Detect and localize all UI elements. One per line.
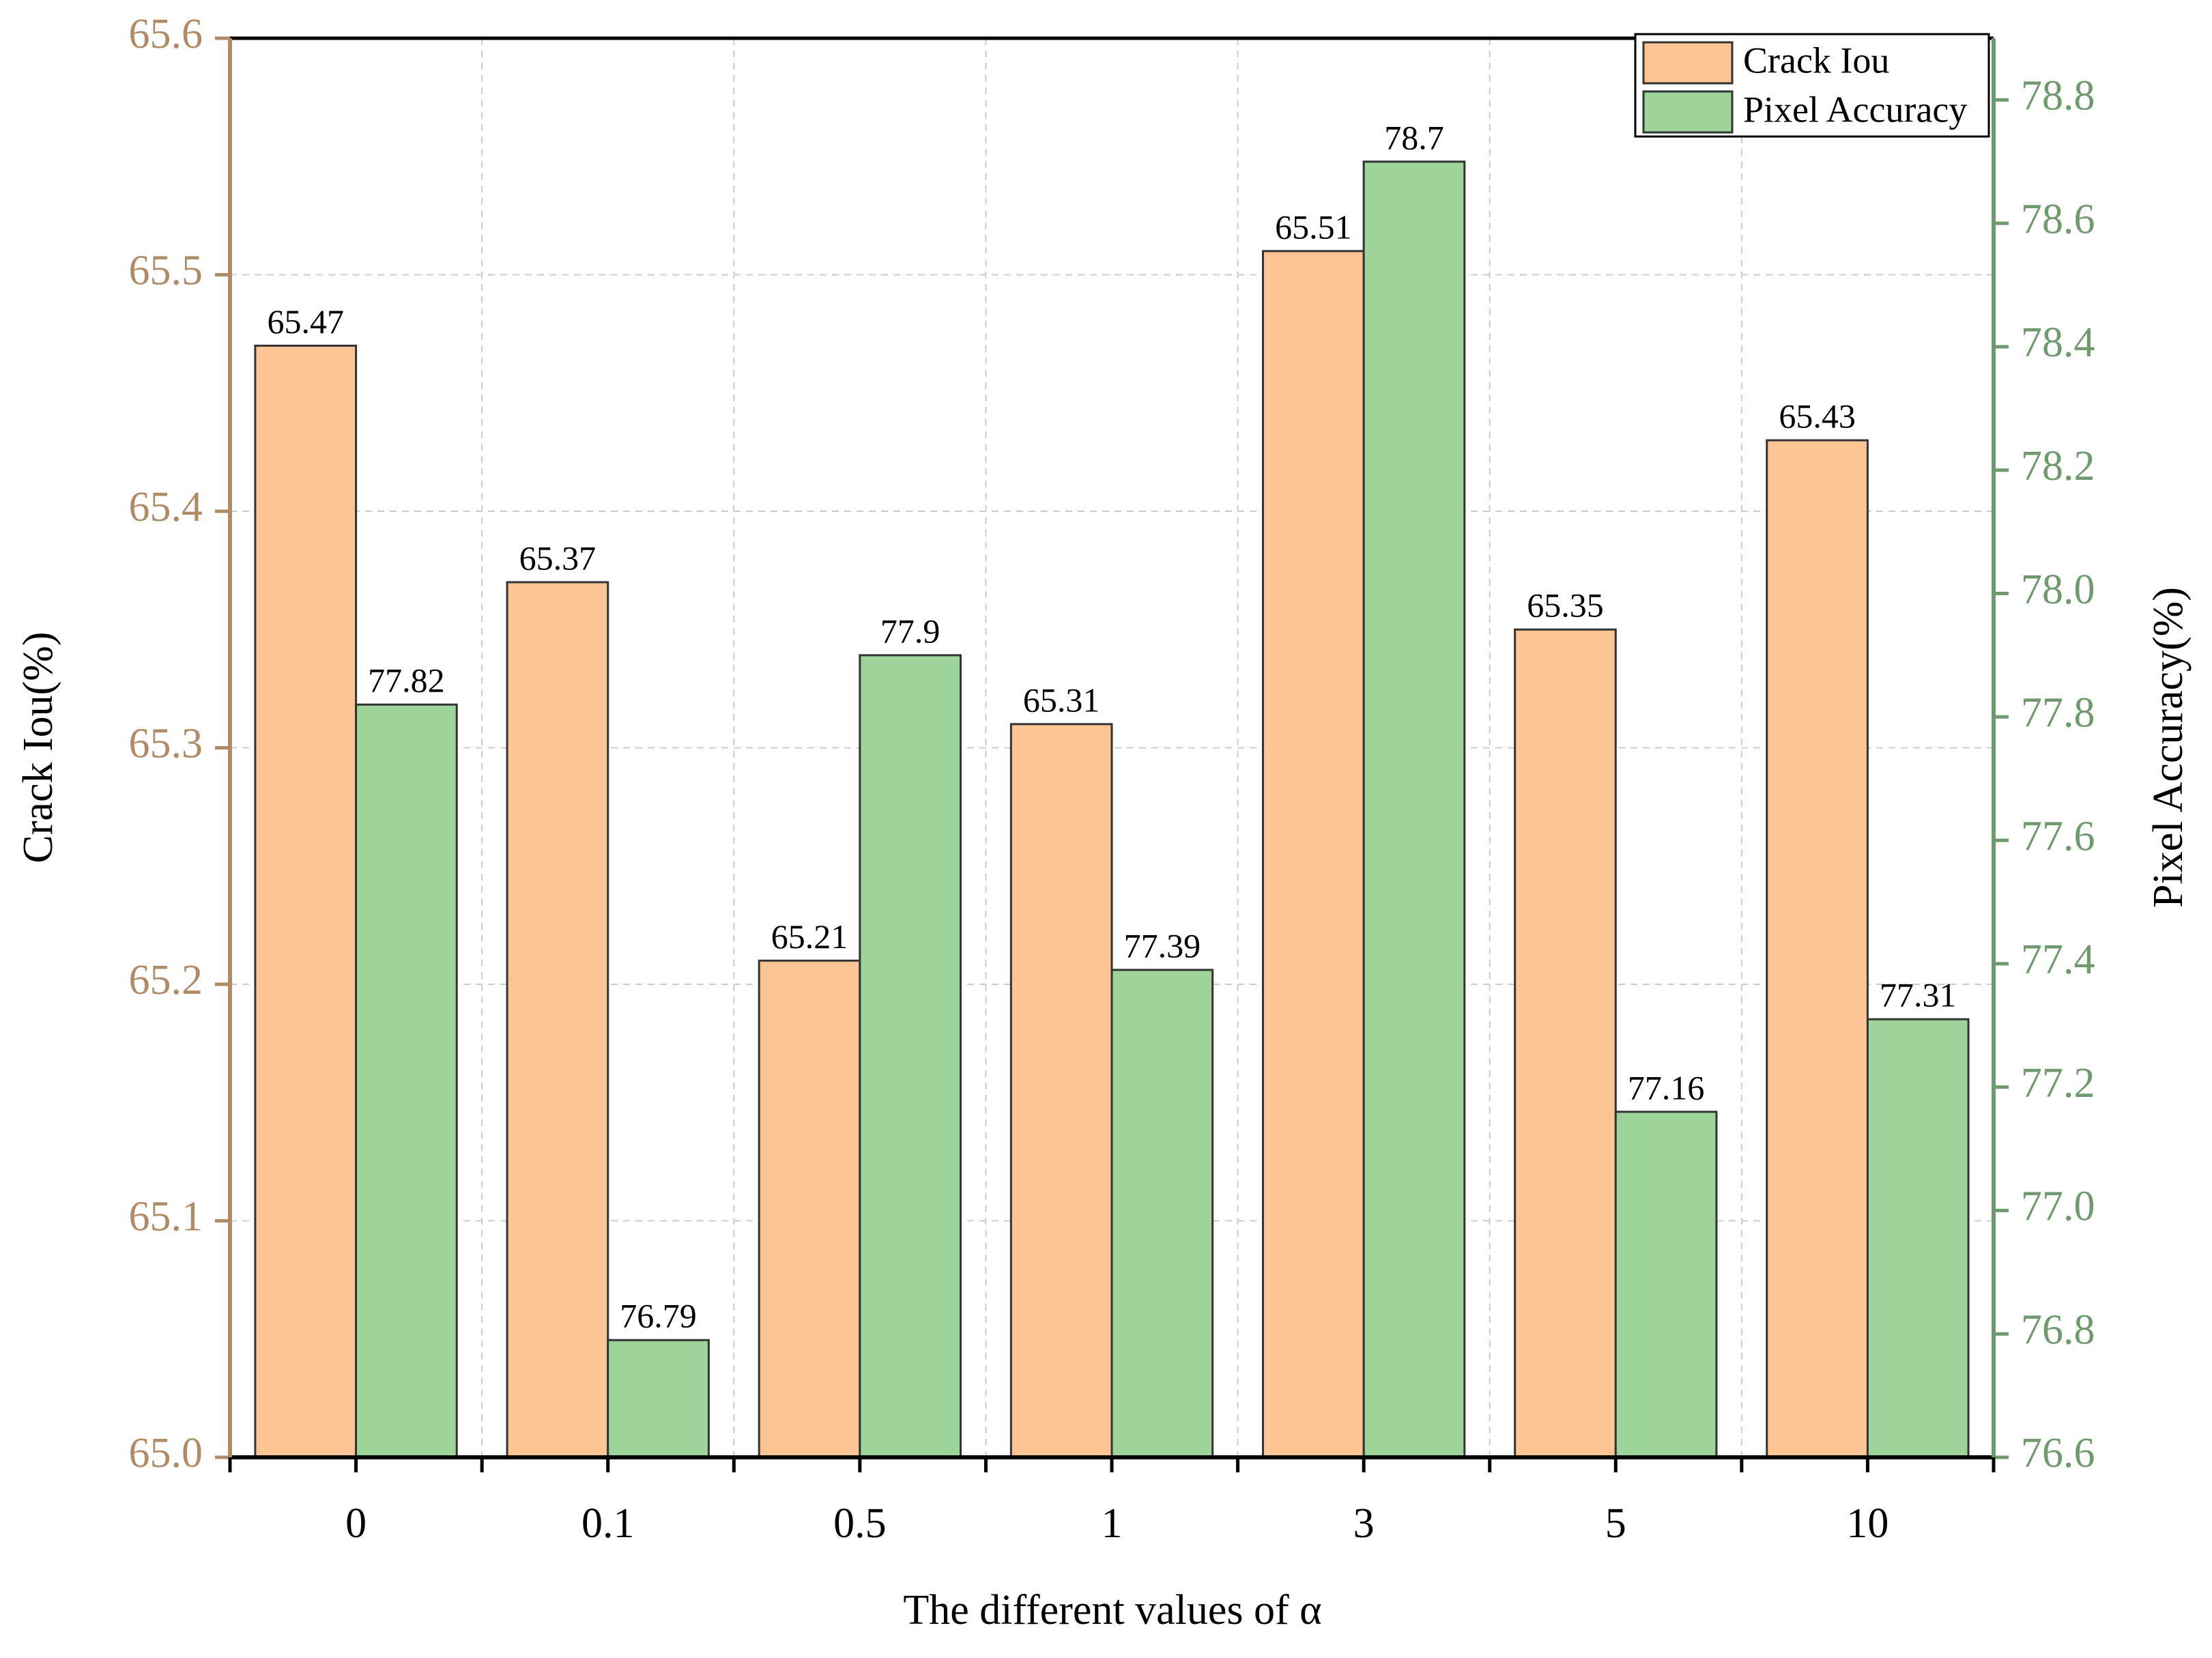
legend-label: Pixel Accuracy [1743, 89, 1967, 130]
y2-tick-label: 78.4 [2021, 319, 2095, 366]
bar [1866, 1018, 1970, 1459]
value-label: 65.51 [1275, 208, 1352, 246]
value-label: 77.31 [1880, 976, 1957, 1014]
value-label: 65.35 [1527, 586, 1604, 625]
y2-tick-label: 76.6 [2021, 1430, 2095, 1476]
y2-tick-label: 77.6 [2021, 813, 2095, 859]
x-tick-label: 0 [345, 1500, 367, 1547]
y-tick-label: 65.2 [129, 957, 203, 1003]
y2-tick-label: 78.6 [2021, 196, 2095, 242]
value-label: 65.47 [267, 302, 344, 341]
y2-tick-label: 76.8 [2021, 1306, 2095, 1353]
y2-axis-title: Pixel Accuracy(%) [2145, 587, 2192, 908]
value-label: 78.7 [1384, 118, 1444, 156]
value-label: 77.9 [880, 612, 940, 650]
value-label: 77.16 [1628, 1068, 1705, 1106]
bar [1261, 250, 1365, 1459]
bar [506, 581, 609, 1459]
legend-label: Crack Iou [1743, 40, 1889, 81]
value-label: 65.43 [1779, 397, 1856, 435]
y-tick-label: 65.1 [129, 1194, 203, 1240]
legend-swatch [1642, 90, 1734, 134]
x-tick-label: 5 [1605, 1500, 1626, 1547]
x-tick-label: 3 [1353, 1500, 1375, 1547]
y2-tick-label: 78.8 [2021, 73, 2095, 119]
y2-tick-label: 78.2 [2021, 443, 2095, 489]
bar [859, 654, 962, 1459]
y2-tick-label: 77.0 [2021, 1184, 2095, 1230]
x-tick-label: 0.5 [833, 1500, 887, 1547]
y-tick-label: 65.4 [129, 484, 203, 530]
y2-tick-label: 77.8 [2021, 690, 2095, 737]
y-tick-label: 65.6 [129, 11, 203, 57]
x-axis-title: The different values of α [903, 1587, 1321, 1633]
value-label: 77.39 [1124, 926, 1201, 964]
bar [355, 703, 458, 1459]
bar [758, 959, 861, 1459]
bar [1766, 439, 1869, 1459]
bar [1009, 723, 1113, 1459]
value-label: 65.37 [519, 539, 597, 577]
value-label: 65.31 [1023, 681, 1100, 719]
value-label: 65.21 [771, 917, 848, 956]
y2-tick-label: 77.2 [2021, 1060, 2095, 1106]
y2-tick-label: 78.0 [2021, 567, 2095, 613]
x-tick-label: 1 [1102, 1500, 1123, 1547]
value-label: 77.82 [368, 661, 445, 700]
bar [1362, 160, 1466, 1459]
x-tick-label: 10 [1846, 1500, 1888, 1547]
y-tick-label: 65.3 [129, 721, 203, 767]
bar [1110, 969, 1214, 1459]
legend-swatch [1642, 41, 1734, 85]
x-tick-label: 0.1 [581, 1500, 635, 1547]
value-label: 76.79 [620, 1297, 697, 1335]
bar [254, 344, 358, 1459]
bar [607, 1339, 710, 1459]
y2-tick-label: 77.4 [2021, 937, 2095, 983]
y-axis-title: Crack Iou(%) [15, 631, 61, 863]
bar [1514, 628, 1617, 1459]
y-tick-label: 65.5 [129, 248, 203, 294]
bar [1614, 1111, 1718, 1459]
y-tick-label: 65.0 [129, 1430, 203, 1476]
